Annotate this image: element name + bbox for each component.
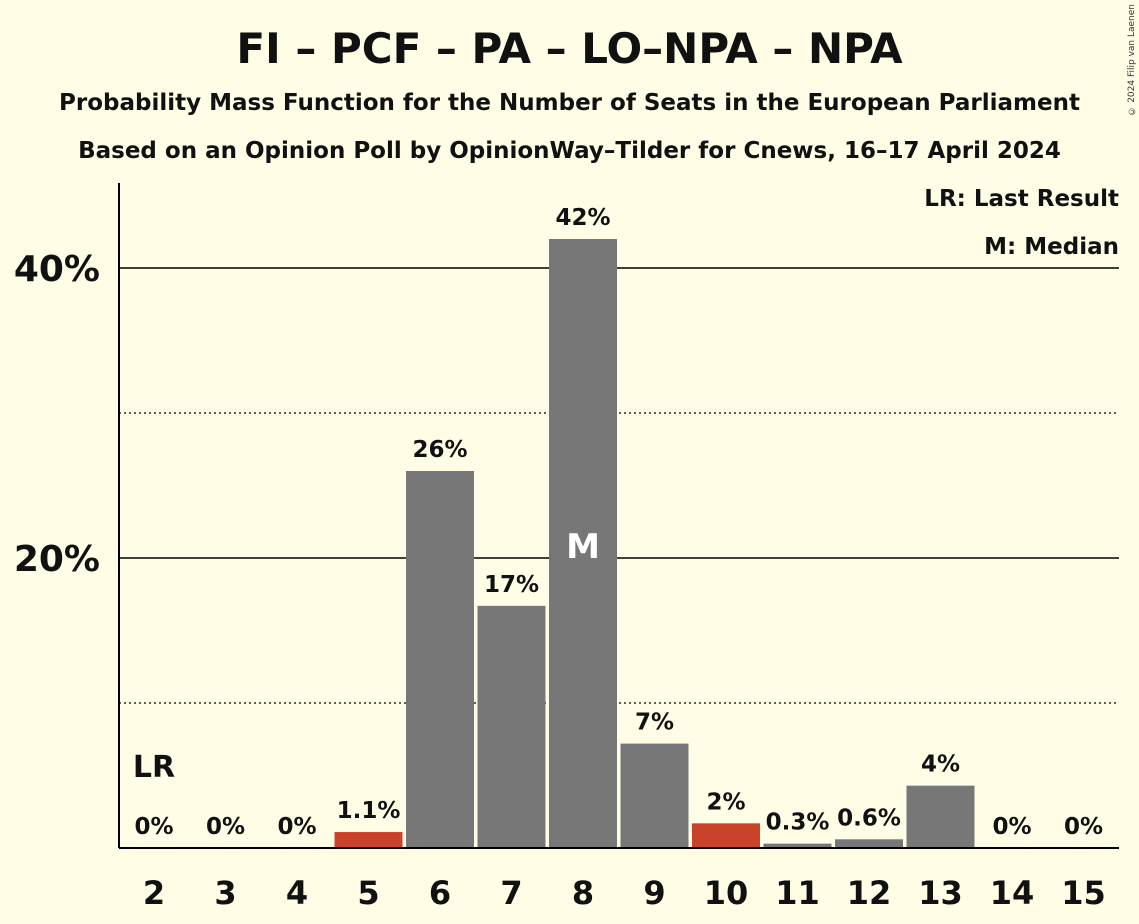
value-label-13: 4%	[921, 752, 960, 778]
bar-7	[477, 605, 546, 848]
legend-median: M: Median	[984, 234, 1119, 260]
median-marker: M	[566, 527, 600, 567]
bar-8	[549, 239, 617, 848]
x-tick-label-15: 15	[1061, 874, 1106, 912]
x-tick-label-2: 2	[143, 874, 165, 912]
value-label-6: 26%	[412, 437, 467, 463]
chart-title: FI – PCF – PA – LO–NPA – NPA	[236, 24, 903, 73]
x-tick-label-7: 7	[500, 874, 522, 912]
value-label-5: 1.1%	[337, 798, 401, 824]
x-tick-label-14: 14	[990, 874, 1035, 912]
x-tick-label-3: 3	[214, 874, 236, 912]
last-result-marker: LR	[133, 750, 175, 785]
x-tick-label-12: 12	[847, 874, 892, 912]
value-label-10: 2%	[706, 789, 745, 815]
x-tick-label-8: 8	[572, 874, 594, 912]
bar-11	[763, 843, 832, 848]
value-label-11: 0.3%	[766, 810, 830, 836]
bar-10	[692, 823, 760, 848]
chart-subtitle-1: Probability Mass Function for the Number…	[59, 90, 1080, 116]
chart-subtitle-2: Based on an Opinion Poll by OpinionWay–T…	[78, 138, 1061, 164]
y-tick-label-20: 20%	[14, 539, 100, 580]
x-tick-label-9: 9	[643, 874, 665, 912]
x-tick-label-4: 4	[286, 874, 308, 912]
bar-6	[406, 471, 474, 848]
legend-last-result: LR: Last Result	[924, 186, 1119, 212]
value-label-4: 0%	[277, 814, 316, 840]
value-label-12: 0.6%	[837, 805, 901, 831]
value-label-2: 0%	[134, 814, 173, 840]
x-tick-label-13: 13	[918, 874, 963, 912]
bar-5	[334, 832, 403, 848]
bar-9	[620, 743, 689, 848]
x-tick-label-6: 6	[429, 874, 451, 912]
value-label-15: 0%	[1064, 814, 1103, 840]
value-label-14: 0%	[992, 814, 1031, 840]
value-label-3: 0%	[206, 814, 245, 840]
x-tick-label-5: 5	[357, 874, 379, 912]
y-tick-label-40: 40%	[14, 249, 100, 290]
bar-13	[906, 785, 975, 848]
x-tick-label-10: 10	[704, 874, 749, 912]
x-tick-label-11: 11	[775, 874, 820, 912]
value-label-8: 42%	[555, 205, 610, 231]
value-label-7: 17%	[484, 572, 539, 598]
value-label-9: 7%	[635, 710, 674, 736]
bar-12	[835, 839, 903, 848]
